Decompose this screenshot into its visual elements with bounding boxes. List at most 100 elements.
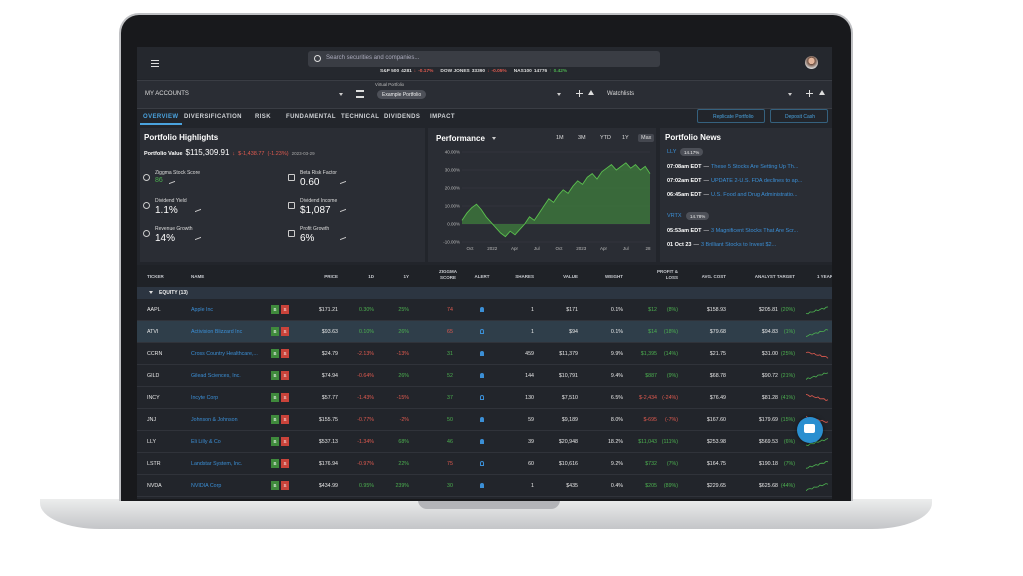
column-header[interactable]: VALUE — [563, 274, 578, 279]
alert-bell[interactable] — [480, 307, 484, 312]
cell-score: 30 — [447, 483, 453, 489]
sell-button[interactable]: S — [281, 393, 289, 402]
cell-d1: -1.43% — [357, 395, 374, 401]
range-button[interactable]: Max — [638, 134, 655, 142]
tab[interactable]: IMPACT — [430, 114, 455, 120]
cell-ticker: JNJ — [147, 417, 157, 423]
range-button[interactable]: 1M — [556, 135, 564, 141]
buy-button[interactable]: B — [271, 481, 279, 490]
portfolio-chip[interactable]: Example Portfolio — [377, 90, 427, 99]
buy-button[interactable]: B — [271, 349, 279, 358]
index-change: -0.05% — [491, 69, 507, 74]
metric-value: 14% — [155, 233, 176, 244]
column-header[interactable]: PRICE — [324, 274, 338, 279]
column-header[interactable]: 1Y — [403, 274, 409, 279]
action-label[interactable]: Deposit Cash — [785, 113, 816, 120]
alert-bell[interactable] — [480, 483, 484, 488]
menu-icon[interactable] — [151, 63, 159, 65]
watchlists-select[interactable]: Watchlists — [607, 91, 635, 97]
alert-bell[interactable] — [480, 351, 484, 356]
table-row[interactable] — [137, 475, 832, 497]
tab[interactable]: TECHNICAL — [341, 114, 380, 120]
tab[interactable]: OVERVIEW — [143, 114, 179, 120]
news-ticker[interactable]: VRTX — [667, 213, 682, 219]
news-item[interactable]: 07:08am EDT — These 5 Stocks Are Setting U… — [667, 164, 798, 170]
cell-target: $94.83 — [761, 329, 778, 335]
cell-price: $74.94 — [321, 373, 338, 379]
sell-button[interactable]: S — [281, 349, 289, 358]
news-item[interactable]: 05:53am EDT —3 Magnificent Stocks That Ar… — [667, 228, 798, 234]
table-row[interactable] — [137, 387, 832, 409]
action-button[interactable]: Replicate Portfolio — [697, 109, 765, 123]
buy-button[interactable]: B — [271, 459, 279, 468]
cell-y1: -13% — [396, 351, 409, 357]
group-label[interactable]: EQUITY (13) — [159, 290, 188, 296]
column-header[interactable]: TICKER — [147, 274, 164, 279]
buy-button[interactable]: B — [271, 393, 279, 402]
buy-button[interactable]: B — [271, 437, 279, 446]
news-item[interactable]: 01 Oct 23—3 Brilliant Stocks to Invest $… — [667, 242, 776, 248]
column-header[interactable]: PROFIT & LOSS — [657, 269, 678, 280]
cell-d1: 0.30% — [358, 307, 374, 313]
menu-icon[interactable] — [151, 66, 159, 68]
action-label[interactable]: Replicate Portfolio — [713, 113, 754, 120]
tab[interactable]: FUNDAMENTAL — [286, 114, 336, 120]
column-header[interactable]: SHARES — [515, 274, 534, 279]
cell-score: 65 — [447, 329, 453, 335]
column-header[interactable]: ANALYST TARGET — [754, 274, 795, 279]
buy-button[interactable]: B — [271, 327, 279, 336]
sell-button[interactable]: S — [281, 371, 289, 380]
column-header[interactable]: WEIGHT — [605, 274, 623, 279]
cell-weight: 9.4% — [610, 373, 623, 379]
cell-pl_pct: (9%) — [666, 373, 678, 379]
table-row[interactable] — [137, 431, 832, 453]
table-row[interactable] — [137, 365, 832, 387]
plus-icon-v — [579, 90, 581, 97]
range-button[interactable]: YTD — [600, 135, 611, 141]
column-header[interactable]: 1 YEAR — [817, 274, 832, 279]
cell-target: $81.28 — [761, 395, 778, 401]
column-header[interactable]: ALERT — [474, 274, 490, 279]
tab[interactable]: RISK — [255, 114, 271, 120]
alert-bell[interactable] — [480, 461, 484, 466]
accounts-select[interactable]: MY ACCOUNTS — [145, 91, 189, 97]
table-row[interactable] — [137, 321, 832, 343]
action-button[interactable]: Deposit Cash — [770, 109, 828, 123]
sell-button[interactable]: S — [281, 327, 289, 336]
column-header[interactable]: ZIGGMA SCORE — [439, 269, 457, 280]
tab[interactable]: DIVERSIFICATION — [184, 114, 242, 120]
table-row[interactable] — [137, 453, 832, 475]
news-item[interactable]: 06:45am EDT — U.S. Food and Drug Administr… — [667, 192, 798, 198]
column-header[interactable]: 1D — [368, 274, 374, 279]
range-button[interactable]: 1Y — [622, 135, 629, 141]
menu-icon[interactable] — [151, 60, 159, 62]
news-item[interactable]: 07:02am EDT — UPDATE 2-U.S. FDA declines t… — [667, 178, 802, 184]
news-ticker[interactable]: LLY — [667, 149, 677, 155]
alert-bell[interactable] — [480, 439, 484, 444]
table-row[interactable] — [137, 343, 832, 365]
avatar[interactable] — [805, 56, 818, 69]
alert-bell[interactable] — [480, 395, 484, 400]
alert-bell[interactable] — [480, 373, 484, 378]
sell-button[interactable]: S — [281, 481, 289, 490]
table-row[interactable] — [137, 299, 832, 321]
sparkline-line — [806, 328, 829, 337]
sell-button[interactable]: S — [281, 437, 289, 446]
table-row[interactable] — [137, 409, 832, 431]
alert-bell[interactable] — [480, 329, 484, 334]
panel-title[interactable]: Performance — [436, 134, 485, 143]
cell-weight: 9.9% — [610, 351, 623, 357]
sell-button[interactable]: S — [281, 415, 289, 424]
column-header[interactable]: NAME — [191, 274, 205, 279]
buy-button[interactable]: B — [271, 415, 279, 424]
column-header[interactable]: AVG. COST — [701, 274, 726, 279]
alert-bell[interactable] — [480, 417, 484, 422]
cell-target: $179.69 — [758, 417, 778, 423]
sell-button[interactable]: S — [281, 459, 289, 468]
buy-button[interactable]: B — [271, 371, 279, 380]
tab[interactable]: DIVIDENDS — [384, 114, 421, 120]
range-button[interactable]: 3M — [578, 135, 586, 141]
sell-button[interactable]: S — [281, 305, 289, 314]
search-box[interactable]: Search securities and companies... — [308, 51, 660, 67]
buy-button[interactable]: B — [271, 305, 279, 314]
